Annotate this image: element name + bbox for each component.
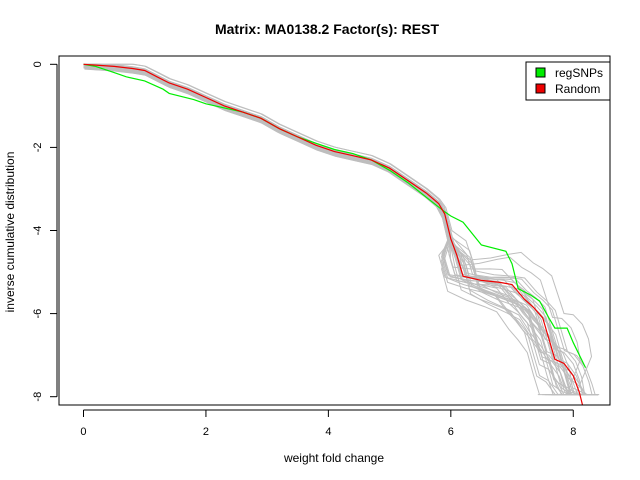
legend-swatch [535, 67, 546, 78]
random-sample-line [83, 64, 598, 396]
random-sample-line [83, 66, 598, 396]
plot-frame [58, 55, 611, 406]
random-sample-line [83, 64, 598, 396]
random-sample-line [85, 63, 598, 396]
y-axis: 0 -2 -4 -6 -8 [32, 61, 58, 402]
random-sample-line [83, 63, 598, 396]
random-sample-line [83, 63, 598, 396]
y-tick-label: -2 [32, 143, 44, 153]
random-sample-line [83, 63, 598, 396]
random-sample-line [84, 63, 598, 396]
random-sample-line [84, 66, 598, 396]
random-sample-line [83, 67, 598, 396]
x-tick-label: 2 [203, 426, 209, 438]
x-tick-label: 4 [325, 426, 331, 438]
random-sample-line [84, 64, 598, 396]
random-sample-line [83, 63, 598, 396]
series-line-random [83, 63, 584, 406]
series-lines [83, 63, 587, 406]
random-sample-line [83, 63, 598, 396]
random-sample-line [83, 65, 598, 396]
y-tick-label: -4 [32, 226, 44, 236]
random-sample-line [83, 63, 598, 396]
random-sample-line [83, 64, 598, 396]
random-sample-line [85, 67, 598, 396]
x-tick-label: 6 [448, 426, 454, 438]
x-tick-label: 0 [80, 426, 86, 438]
random-sample-line [83, 66, 598, 396]
legend: regSNPs Random [525, 61, 611, 101]
random-sample-line [84, 63, 598, 396]
random-sample-line [83, 63, 598, 396]
y-tick-label: -6 [32, 309, 44, 319]
random-sample-line [85, 66, 598, 396]
random-sample-line [84, 68, 598, 396]
y-tick-label: -8 [32, 392, 44, 402]
chart-title: Matrix: MA0138.2 Factor(s): REST [215, 21, 440, 37]
y-tick-label: 0 [32, 61, 44, 67]
random-sample-line [84, 68, 598, 396]
x-axis-label: weight fold change [283, 451, 384, 465]
legend-label: Random [555, 82, 600, 96]
random-sample-line [83, 63, 598, 396]
random-sample-line [84, 66, 598, 396]
legend-label: regSNPs [555, 66, 603, 80]
y-axis-label: inverse cumulative distribution [3, 152, 17, 313]
x-tick-label: 8 [570, 426, 576, 438]
random-sample-line [83, 67, 598, 396]
x-axis: 0 2 4 6 8 [80, 409, 576, 438]
legend-swatch [535, 83, 546, 94]
random-sample-lines [83, 63, 600, 396]
random-sample-line [83, 67, 598, 396]
series-line-regsnps [83, 63, 587, 368]
random-sample-line [83, 63, 598, 396]
